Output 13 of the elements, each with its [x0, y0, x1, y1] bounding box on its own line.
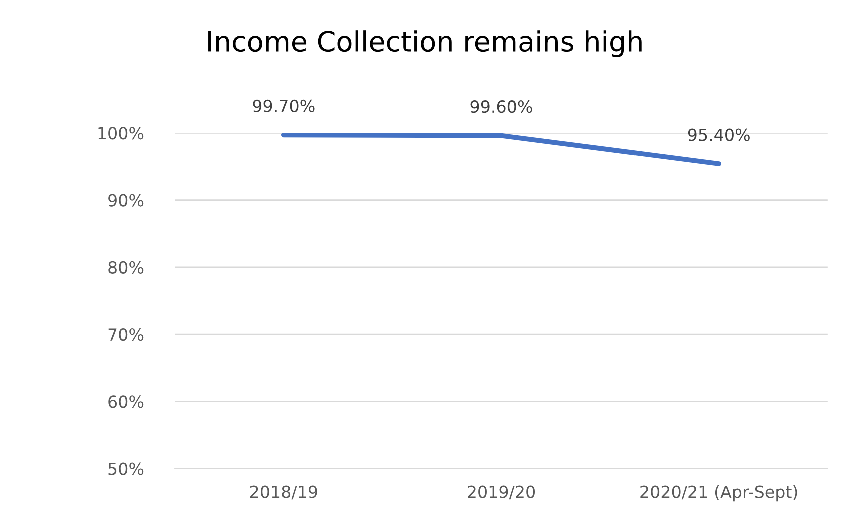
- y-tick-label: 50%: [108, 462, 144, 476]
- data-label: 99.70%: [253, 100, 315, 112]
- y-tick-label: 100%: [98, 127, 144, 140]
- data-label: 95.40%: [688, 128, 750, 142]
- y-tick-label: 80%: [108, 261, 144, 274]
- y-tick-label: 60%: [108, 396, 144, 408]
- x-tick-label: 2019/20: [468, 486, 536, 500]
- x-tick-label: 2018/19: [250, 486, 318, 500]
- y-tick-label: 90%: [108, 194, 144, 207]
- y-tick-label: 70%: [108, 328, 144, 342]
- chart-title: Income Collection remains high: [208, 30, 642, 58]
- x-tick-label: 2020/21 (Apr-Sept): [640, 485, 798, 502]
- data-label: 99.60%: [470, 100, 532, 114]
